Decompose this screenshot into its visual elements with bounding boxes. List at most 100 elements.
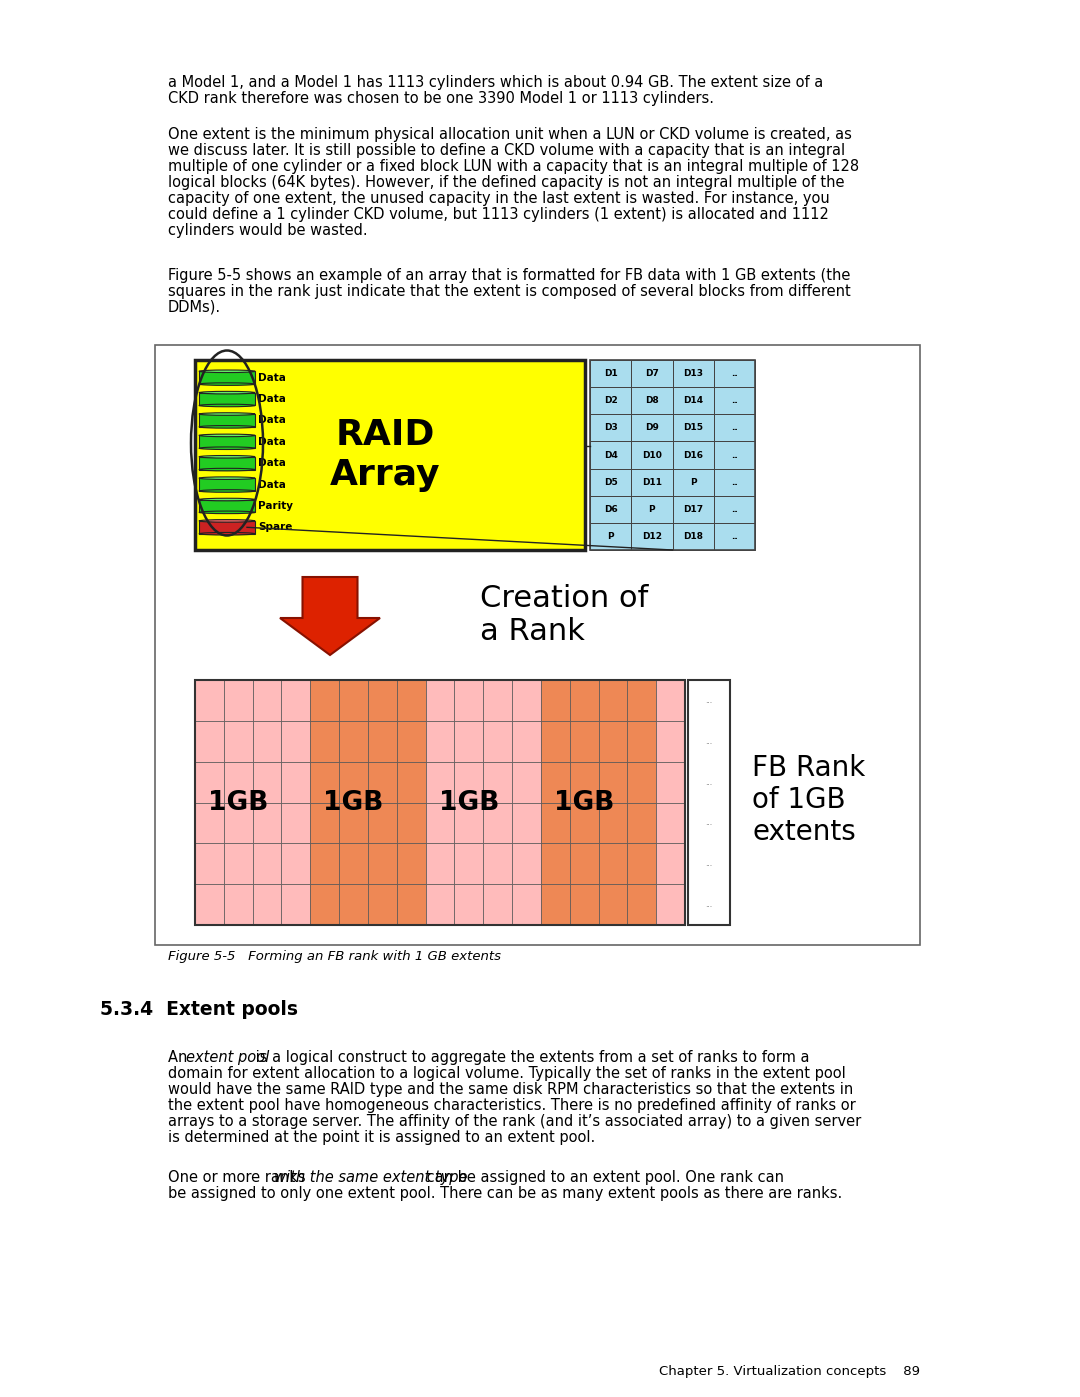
Bar xyxy=(673,468,714,496)
Ellipse shape xyxy=(199,383,255,386)
Bar xyxy=(195,360,585,550)
Text: is determined at the point it is assigned to an extent pool.: is determined at the point it is assigne… xyxy=(168,1130,595,1146)
Ellipse shape xyxy=(199,499,255,500)
Bar xyxy=(631,387,673,415)
Bar xyxy=(253,680,282,721)
Bar xyxy=(455,680,483,721)
Bar xyxy=(541,802,570,844)
Bar xyxy=(310,844,339,884)
Bar xyxy=(483,802,512,844)
Bar xyxy=(368,761,396,802)
Bar xyxy=(673,496,714,522)
Bar xyxy=(426,884,455,925)
Bar xyxy=(590,387,631,415)
Text: Data: Data xyxy=(258,415,286,426)
Text: D15: D15 xyxy=(684,423,703,432)
Bar xyxy=(627,761,657,802)
Text: D14: D14 xyxy=(683,397,703,405)
Bar xyxy=(282,721,310,761)
Text: ..: .. xyxy=(731,423,738,432)
Bar xyxy=(199,457,255,469)
Text: ..: .. xyxy=(731,478,738,486)
Text: D6: D6 xyxy=(604,504,618,514)
Text: DDMs).: DDMs). xyxy=(168,300,221,314)
Bar xyxy=(282,761,310,802)
Bar xyxy=(199,436,255,448)
Bar xyxy=(195,802,224,844)
Text: 5.3.4  Extent pools: 5.3.4 Extent pools xyxy=(100,1000,298,1018)
Bar xyxy=(310,884,339,925)
Text: D9: D9 xyxy=(645,423,659,432)
Bar xyxy=(483,884,512,925)
Ellipse shape xyxy=(199,412,255,415)
Text: Chapter 5. Virtualization concepts    89: Chapter 5. Virtualization concepts 89 xyxy=(659,1365,920,1377)
Bar xyxy=(598,680,627,721)
Text: Figure 5-5 shows an example of an array that is formatted for FB data with 1 GB : Figure 5-5 shows an example of an array … xyxy=(168,268,850,284)
Ellipse shape xyxy=(199,391,255,394)
Bar xyxy=(199,500,255,513)
Text: with the same extent type: with the same extent type xyxy=(274,1171,468,1185)
Bar xyxy=(598,721,627,761)
Bar xyxy=(368,844,396,884)
Text: Data: Data xyxy=(258,394,286,404)
Bar xyxy=(483,680,512,721)
Text: cylinders would be wasted.: cylinders would be wasted. xyxy=(168,224,367,237)
Text: Data: Data xyxy=(258,373,286,383)
Text: logical blocks (64K bytes). However, if the defined capacity is not an integral : logical blocks (64K bytes). However, if … xyxy=(168,175,845,190)
Bar xyxy=(598,802,627,844)
Bar xyxy=(657,761,685,802)
Text: An: An xyxy=(168,1051,192,1065)
Bar xyxy=(627,884,657,925)
Text: a Model 1, and a Model 1 has 1113 cylinders which is about 0.94 GB. The extent s: a Model 1, and a Model 1 has 1113 cylind… xyxy=(168,75,823,89)
Bar xyxy=(426,680,455,721)
Ellipse shape xyxy=(199,468,255,471)
Text: D10: D10 xyxy=(642,450,662,460)
Bar xyxy=(455,884,483,925)
Bar xyxy=(310,721,339,761)
Bar xyxy=(657,680,685,721)
Ellipse shape xyxy=(199,511,255,514)
Ellipse shape xyxy=(199,455,255,458)
Bar xyxy=(310,761,339,802)
Bar xyxy=(195,761,224,802)
Text: P: P xyxy=(607,532,613,541)
Bar xyxy=(598,761,627,802)
Text: 1GB: 1GB xyxy=(438,789,499,816)
Text: D12: D12 xyxy=(642,532,662,541)
Bar xyxy=(631,468,673,496)
Bar xyxy=(631,441,673,468)
Bar xyxy=(627,802,657,844)
Bar xyxy=(541,761,570,802)
Text: D16: D16 xyxy=(684,450,703,460)
Text: 1GB: 1GB xyxy=(323,789,383,816)
Text: D1: D1 xyxy=(604,369,618,379)
Bar xyxy=(512,844,541,884)
Bar xyxy=(455,761,483,802)
Text: D18: D18 xyxy=(684,532,703,541)
Bar xyxy=(627,844,657,884)
Text: would have the same RAID type and the same disk RPM characteristics so that the : would have the same RAID type and the sa… xyxy=(168,1083,853,1097)
Text: ..: .. xyxy=(731,532,738,541)
Text: ...: ... xyxy=(705,778,713,787)
Bar xyxy=(570,721,598,761)
Text: extent pool: extent pool xyxy=(186,1051,269,1065)
Ellipse shape xyxy=(199,532,255,535)
Bar xyxy=(673,360,714,387)
Text: P: P xyxy=(690,478,697,486)
Bar xyxy=(455,721,483,761)
Text: arrays to a storage server. The affinity of the rank (and it’s associated array): arrays to a storage server. The affinity… xyxy=(168,1113,861,1129)
Bar xyxy=(195,680,224,721)
Text: D5: D5 xyxy=(604,478,618,486)
Bar xyxy=(541,721,570,761)
Bar xyxy=(253,884,282,925)
Text: could define a 1 cylinder CKD volume, but 1113 cylinders (1 extent) is allocated: could define a 1 cylinder CKD volume, bu… xyxy=(168,207,828,222)
Bar xyxy=(673,441,714,468)
Bar xyxy=(339,680,368,721)
Text: D8: D8 xyxy=(645,397,659,405)
Bar xyxy=(570,884,598,925)
Bar xyxy=(224,721,253,761)
Bar xyxy=(224,884,253,925)
Text: 1GB: 1GB xyxy=(208,789,269,816)
Bar xyxy=(631,415,673,441)
Bar xyxy=(282,884,310,925)
